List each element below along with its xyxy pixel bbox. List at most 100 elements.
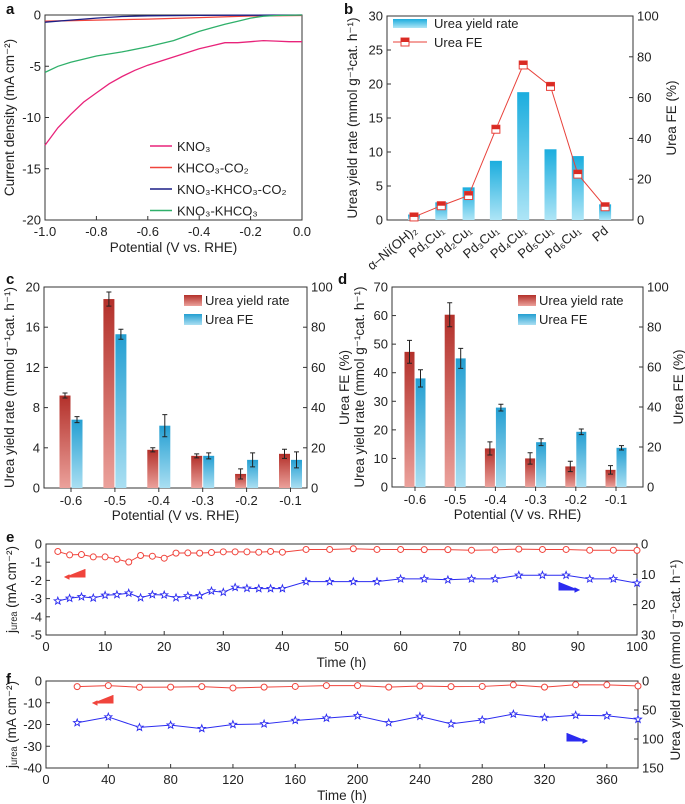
x-tick-label: 0 — [42, 772, 49, 787]
current-marker — [278, 548, 286, 556]
panel-label-a: a — [6, 1, 15, 18]
legend-swatch — [518, 295, 536, 306]
arrow-right-icon — [566, 733, 589, 744]
right-tick-label: 150 — [642, 761, 664, 776]
arrow-left-icon — [91, 695, 114, 706]
current-marker — [633, 546, 641, 554]
current-marker — [541, 683, 549, 691]
fe-marker-fill — [437, 201, 446, 206]
series-line — [44, 14, 303, 23]
left-tick-label: -5 — [29, 59, 41, 74]
fe-marker-fill — [410, 212, 418, 217]
right-tick-label: 40 — [311, 400, 325, 415]
current-marker — [229, 684, 237, 692]
panel-b-chart: 0 5 10 15 20 25 30 0 20 40 60 80 100 Urea yield rate … — [345, 9, 679, 274]
current-marker — [509, 681, 517, 689]
y-axis-title: Urea yield rate (mmol g⁻¹cat. h⁻¹) — [2, 287, 17, 488]
current-marker — [634, 682, 642, 690]
current-marker — [66, 551, 74, 559]
current-marker — [167, 683, 175, 691]
fe-bar — [203, 455, 215, 488]
plot-frame — [45, 543, 638, 636]
y2-axis-title: Urea yield rate (mmol g⁻¹cat. h⁻¹) — [668, 559, 683, 760]
current-marker — [219, 548, 227, 556]
current-marker — [609, 546, 617, 554]
x-tick-label: 80 — [512, 639, 526, 654]
current-marker — [198, 683, 206, 691]
right-tick-label: 60 — [647, 360, 661, 375]
left-tick-label: 12 — [26, 360, 40, 375]
right-tick-label: 100 — [637, 9, 659, 24]
x-tick-label: -0.4 — [188, 224, 210, 239]
panel-e-chart: 0 10 20 30 40 50 60 70 80 90 1000-1-2-3-4-50102030… — [4, 537, 655, 671]
panel-label-f: f — [6, 671, 12, 688]
current-marker — [255, 548, 263, 556]
x-tick-label: -1.0 — [34, 224, 56, 239]
y2-axis-title: Urea FE (%) — [337, 350, 352, 425]
yield-marker — [466, 573, 477, 584]
legend-swatch — [184, 295, 202, 306]
right-tick-label: 50 — [642, 703, 656, 718]
fe-marker-fill — [573, 170, 582, 175]
yield-bar — [404, 351, 415, 487]
left-tick-label: 20 — [374, 422, 388, 437]
current-marker — [77, 551, 85, 559]
x-tick-label: 40 — [101, 772, 115, 787]
yield-marker — [194, 590, 205, 600]
fe-bar — [159, 425, 171, 488]
current-marker — [54, 547, 62, 555]
right-tick-label: 20 — [311, 440, 325, 455]
legend-label: KHCO₃-CO₂ — [177, 161, 249, 176]
right-tick-label: 100 — [647, 280, 669, 295]
yield-marker — [100, 590, 110, 600]
error-bar — [238, 468, 244, 480]
panel-f-chart: 0 40 80 120 160 200 240 280 320 3600-10-20-30-400… — [4, 674, 664, 804]
current-marker — [73, 683, 81, 691]
x-tick-label: 0 — [42, 639, 49, 654]
fe-marker-fill — [519, 60, 528, 65]
left-tick-label: 10 — [374, 451, 388, 466]
bar — [489, 160, 502, 220]
right-tick-label: 10 — [641, 567, 655, 582]
current-marker — [243, 548, 251, 556]
x-tick-label: 320 — [534, 772, 556, 787]
x-tick-label: 30 — [216, 639, 230, 654]
current-marker — [302, 545, 310, 553]
left-tick-label: 0 — [35, 674, 42, 689]
left-tick-label: 50 — [374, 337, 388, 352]
plot-frame — [391, 286, 644, 488]
left-tick-label: -4 — [30, 609, 42, 624]
fe-bar — [291, 459, 302, 488]
legend-swatch — [184, 314, 202, 325]
y2-axis-title: Urea FE (%) — [671, 349, 685, 424]
error-bar — [194, 453, 200, 459]
arrow-left-icon — [63, 569, 86, 580]
left-tick-label: -5 — [30, 628, 42, 643]
x-axis-title: Potential (V vs. RHE) — [112, 508, 240, 523]
yield-marker — [537, 570, 548, 580]
yield-marker — [196, 723, 207, 733]
current-marker — [326, 545, 334, 553]
x-tick-label: -0.4 — [484, 492, 506, 507]
yield-marker — [477, 714, 488, 724]
left-tick-label: 5 — [376, 179, 383, 194]
x-tick-label: 60 — [393, 639, 407, 654]
x-tick-label: 90 — [571, 639, 585, 654]
x-tick-label: -0.3 — [191, 493, 213, 508]
fe-line — [413, 64, 606, 218]
x-tick-label: 80 — [163, 772, 177, 787]
x-tick-label: -0.1 — [279, 493, 301, 508]
series-line — [44, 14, 303, 22]
left-tick-label: 60 — [374, 308, 388, 323]
error-bar — [206, 452, 212, 460]
right-tick-label: 0 — [637, 213, 644, 228]
legend-swatch — [518, 314, 536, 325]
yield-marker — [72, 717, 83, 727]
current-marker — [207, 549, 215, 557]
error-bar — [118, 328, 124, 340]
left-tick-label: 0 — [35, 537, 42, 552]
left-tick-label: -10 — [22, 110, 41, 125]
yield-marker — [159, 589, 170, 600]
current-marker — [89, 553, 97, 561]
panel-a-chart: -1.0 -0.8 -0.6 -0.4 -0.2 0.0 0 -5 -10 -15 -20 Curre… — [2, 8, 311, 256]
